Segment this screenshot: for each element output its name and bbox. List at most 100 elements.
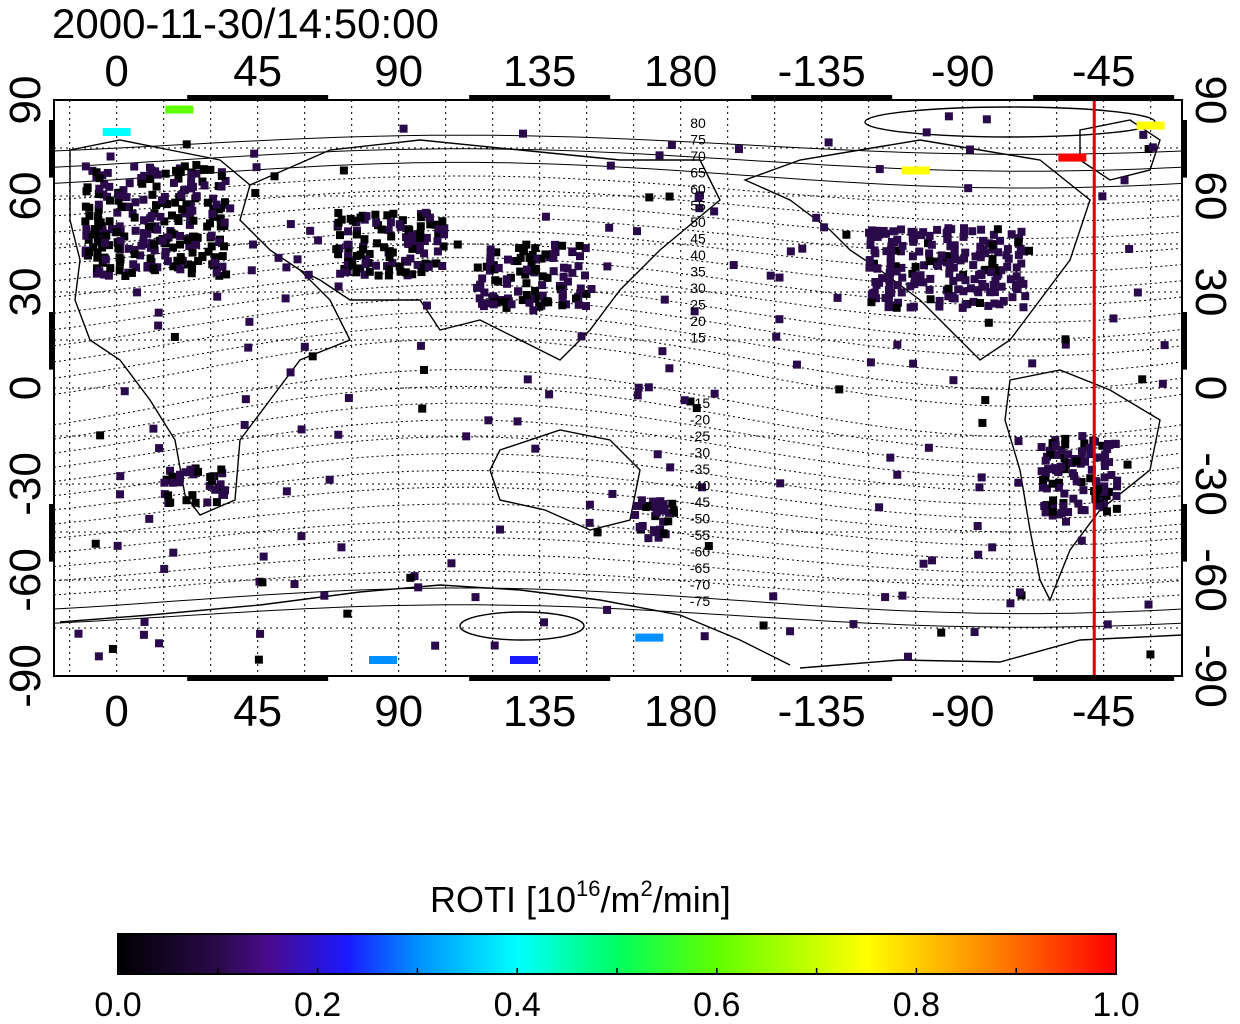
- roti-cell: [181, 468, 190, 477]
- roti-cell: [416, 341, 425, 350]
- roti-cell: [700, 632, 709, 641]
- roti-cell: [981, 265, 990, 274]
- roti-cell: [221, 486, 230, 495]
- roti-cell: [398, 216, 407, 225]
- roti-cell: [1103, 620, 1112, 629]
- roti-cell: [371, 210, 380, 219]
- roti-cell: [131, 226, 140, 235]
- y-tick-label-left: -60: [1, 548, 50, 612]
- x-tick-label-bottom: 90: [374, 687, 423, 736]
- roti-cell: [603, 262, 612, 271]
- roti-cell: [188, 206, 197, 215]
- contour-line: [54, 229, 1182, 273]
- roti-cell: [1006, 275, 1015, 284]
- roti-cell: [955, 273, 964, 282]
- contour-line: [54, 469, 1182, 519]
- frame-bar-right: [1182, 504, 1187, 562]
- roti-cell: [432, 259, 441, 268]
- roti-cell: [866, 233, 875, 242]
- roti-cell: [927, 240, 936, 249]
- roti-cell: [395, 262, 404, 271]
- roti-cell: [170, 332, 179, 341]
- roti-cell: [892, 303, 901, 312]
- roti-cell: [1079, 486, 1088, 495]
- roti-cell: [395, 220, 404, 229]
- roti-cell: [1078, 432, 1087, 441]
- roti-cell: [384, 226, 393, 235]
- roti-cell: [1046, 446, 1055, 455]
- roti-cell: [485, 263, 494, 272]
- roti-cell: [1074, 499, 1083, 508]
- roti-cell: [974, 550, 983, 559]
- roti-cell: [82, 231, 91, 240]
- roti-cell: [361, 255, 370, 264]
- roti-cell: [891, 262, 900, 271]
- y-tick-label-right: 90: [1186, 76, 1235, 125]
- roti-cell: [977, 225, 986, 234]
- roti-cell: [373, 239, 382, 248]
- roti-cell: [494, 263, 503, 272]
- roti-cell: [185, 242, 194, 251]
- roti-cell: [906, 282, 915, 291]
- roti-cell: [490, 641, 499, 650]
- roti-cell: [982, 115, 991, 124]
- roti-cell: [139, 229, 148, 238]
- roti-cell: [887, 288, 896, 297]
- roti-cell: [501, 297, 510, 306]
- roti-cell: [101, 255, 110, 264]
- roti-cell: [637, 523, 646, 532]
- colorbar-title: ROTI [1016/m2/min]: [430, 876, 731, 920]
- roti-cell: [979, 236, 988, 245]
- roti-cell: [695, 191, 704, 200]
- contour-label: -60: [690, 544, 710, 560]
- roti-cell: [416, 229, 425, 238]
- frame-bar-bottom: [187, 676, 329, 681]
- y-tick-labels-left: 90 60 30 0 -30 -60 -90: [1, 76, 50, 708]
- roti-cell: [176, 265, 185, 274]
- roti-cell: [979, 245, 988, 254]
- roti-cell: [935, 302, 944, 311]
- roti-cell: [130, 213, 139, 222]
- roti-cell: [388, 259, 397, 268]
- roti-cell: [1103, 445, 1112, 454]
- roti-cell: [471, 593, 480, 602]
- roti-cell: [473, 283, 482, 292]
- roti-cell: [176, 231, 185, 240]
- roti-cell: [130, 250, 139, 259]
- roti-cell: [655, 151, 664, 160]
- roti-cell: [881, 294, 890, 303]
- contour-label: 75: [690, 132, 706, 148]
- roti-cell: [200, 181, 209, 190]
- contour-label: 35: [690, 264, 706, 280]
- roti-cell: [180, 162, 189, 171]
- roti-cell: [416, 234, 425, 243]
- coastline-south-america: [1004, 369, 1161, 602]
- roti-cell: [541, 212, 550, 221]
- colorbar-tick-label: 0.2: [294, 986, 341, 1024]
- roti-cell: [932, 257, 941, 266]
- contour-label: 50: [690, 214, 706, 230]
- roti-cell: [865, 228, 874, 237]
- roti-cell: [174, 174, 183, 183]
- roti-cell: [383, 211, 392, 220]
- roti-cell: [997, 282, 1006, 291]
- contour-label: 65: [690, 165, 706, 181]
- roti-cell: [729, 261, 738, 270]
- roti-cell: [486, 245, 495, 254]
- roti-cell: [482, 299, 491, 308]
- roti-cell: [424, 262, 433, 271]
- roti-cell: [568, 268, 577, 277]
- roti-cell: [140, 617, 149, 626]
- roti-cell: [835, 385, 844, 394]
- roti-cell: [408, 244, 417, 253]
- roti-cell: [1037, 467, 1046, 476]
- roti-cell: [181, 185, 190, 194]
- roti-cell: [117, 202, 126, 211]
- roti-cell: [531, 244, 540, 253]
- roti-cell: [447, 559, 456, 568]
- roti-cell: [95, 267, 104, 276]
- roti-cell: [221, 176, 230, 185]
- roti-cell: [146, 254, 155, 263]
- roti-cell: [575, 241, 584, 250]
- roti-cell: [966, 284, 975, 293]
